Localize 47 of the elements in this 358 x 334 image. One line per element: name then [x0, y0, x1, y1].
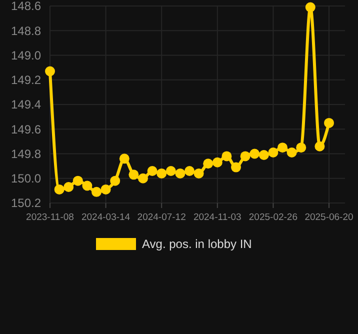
- x-tick-label: 2025-02-26: [248, 212, 298, 223]
- x-tick-label: 2023-11-08: [26, 212, 74, 223]
- point: [184, 166, 194, 176]
- point: [64, 182, 74, 192]
- point: [305, 2, 316, 12]
- point: [82, 180, 92, 191]
- y-tick-label: 149.4: [10, 98, 42, 112]
- x-tick-label: 2024-03-14: [81, 212, 130, 223]
- point: [166, 166, 176, 176]
- y-tick-label: 148.8: [10, 24, 42, 38]
- point: [147, 166, 158, 176]
- y-tick-label: 148.6: [10, 0, 42, 14]
- point: [100, 184, 111, 194]
- legend-label: Avg. pos. in lobby IN: [142, 237, 252, 252]
- point: [286, 148, 297, 158]
- point: [92, 186, 102, 197]
- point: [212, 157, 222, 168]
- point: [203, 158, 214, 169]
- point: [54, 184, 64, 194]
- y-tick-label: 150.2: [10, 196, 42, 210]
- point: [194, 168, 204, 178]
- point: [258, 150, 269, 160]
- y-tick-label: 149.0: [10, 48, 42, 62]
- x-tick-label: 2024-11-03: [193, 212, 242, 223]
- point: [278, 142, 288, 153]
- point: [110, 176, 120, 186]
- point: [119, 154, 130, 164]
- point: [175, 168, 186, 178]
- point: [222, 151, 232, 162]
- point: [324, 118, 334, 128]
- point: [128, 170, 139, 180]
- point: [314, 141, 325, 152]
- x-tick-label: 2025-06-20: [304, 212, 354, 223]
- point: [268, 148, 278, 158]
- point: [156, 168, 167, 178]
- y-tick-label: 149.6: [10, 122, 42, 136]
- point: [231, 162, 241, 172]
- point: [45, 66, 55, 76]
- point: [72, 176, 83, 186]
- point: [138, 173, 148, 184]
- point: [240, 151, 250, 162]
- y-tick-label: 149.8: [10, 146, 42, 161]
- point: [250, 148, 260, 159]
- point: [296, 142, 306, 153]
- y-tick-label: 150.0: [10, 172, 42, 186]
- y-tick-label: 149.2: [10, 73, 42, 88]
- x-tick-label: 2024-07-12: [137, 212, 186, 223]
